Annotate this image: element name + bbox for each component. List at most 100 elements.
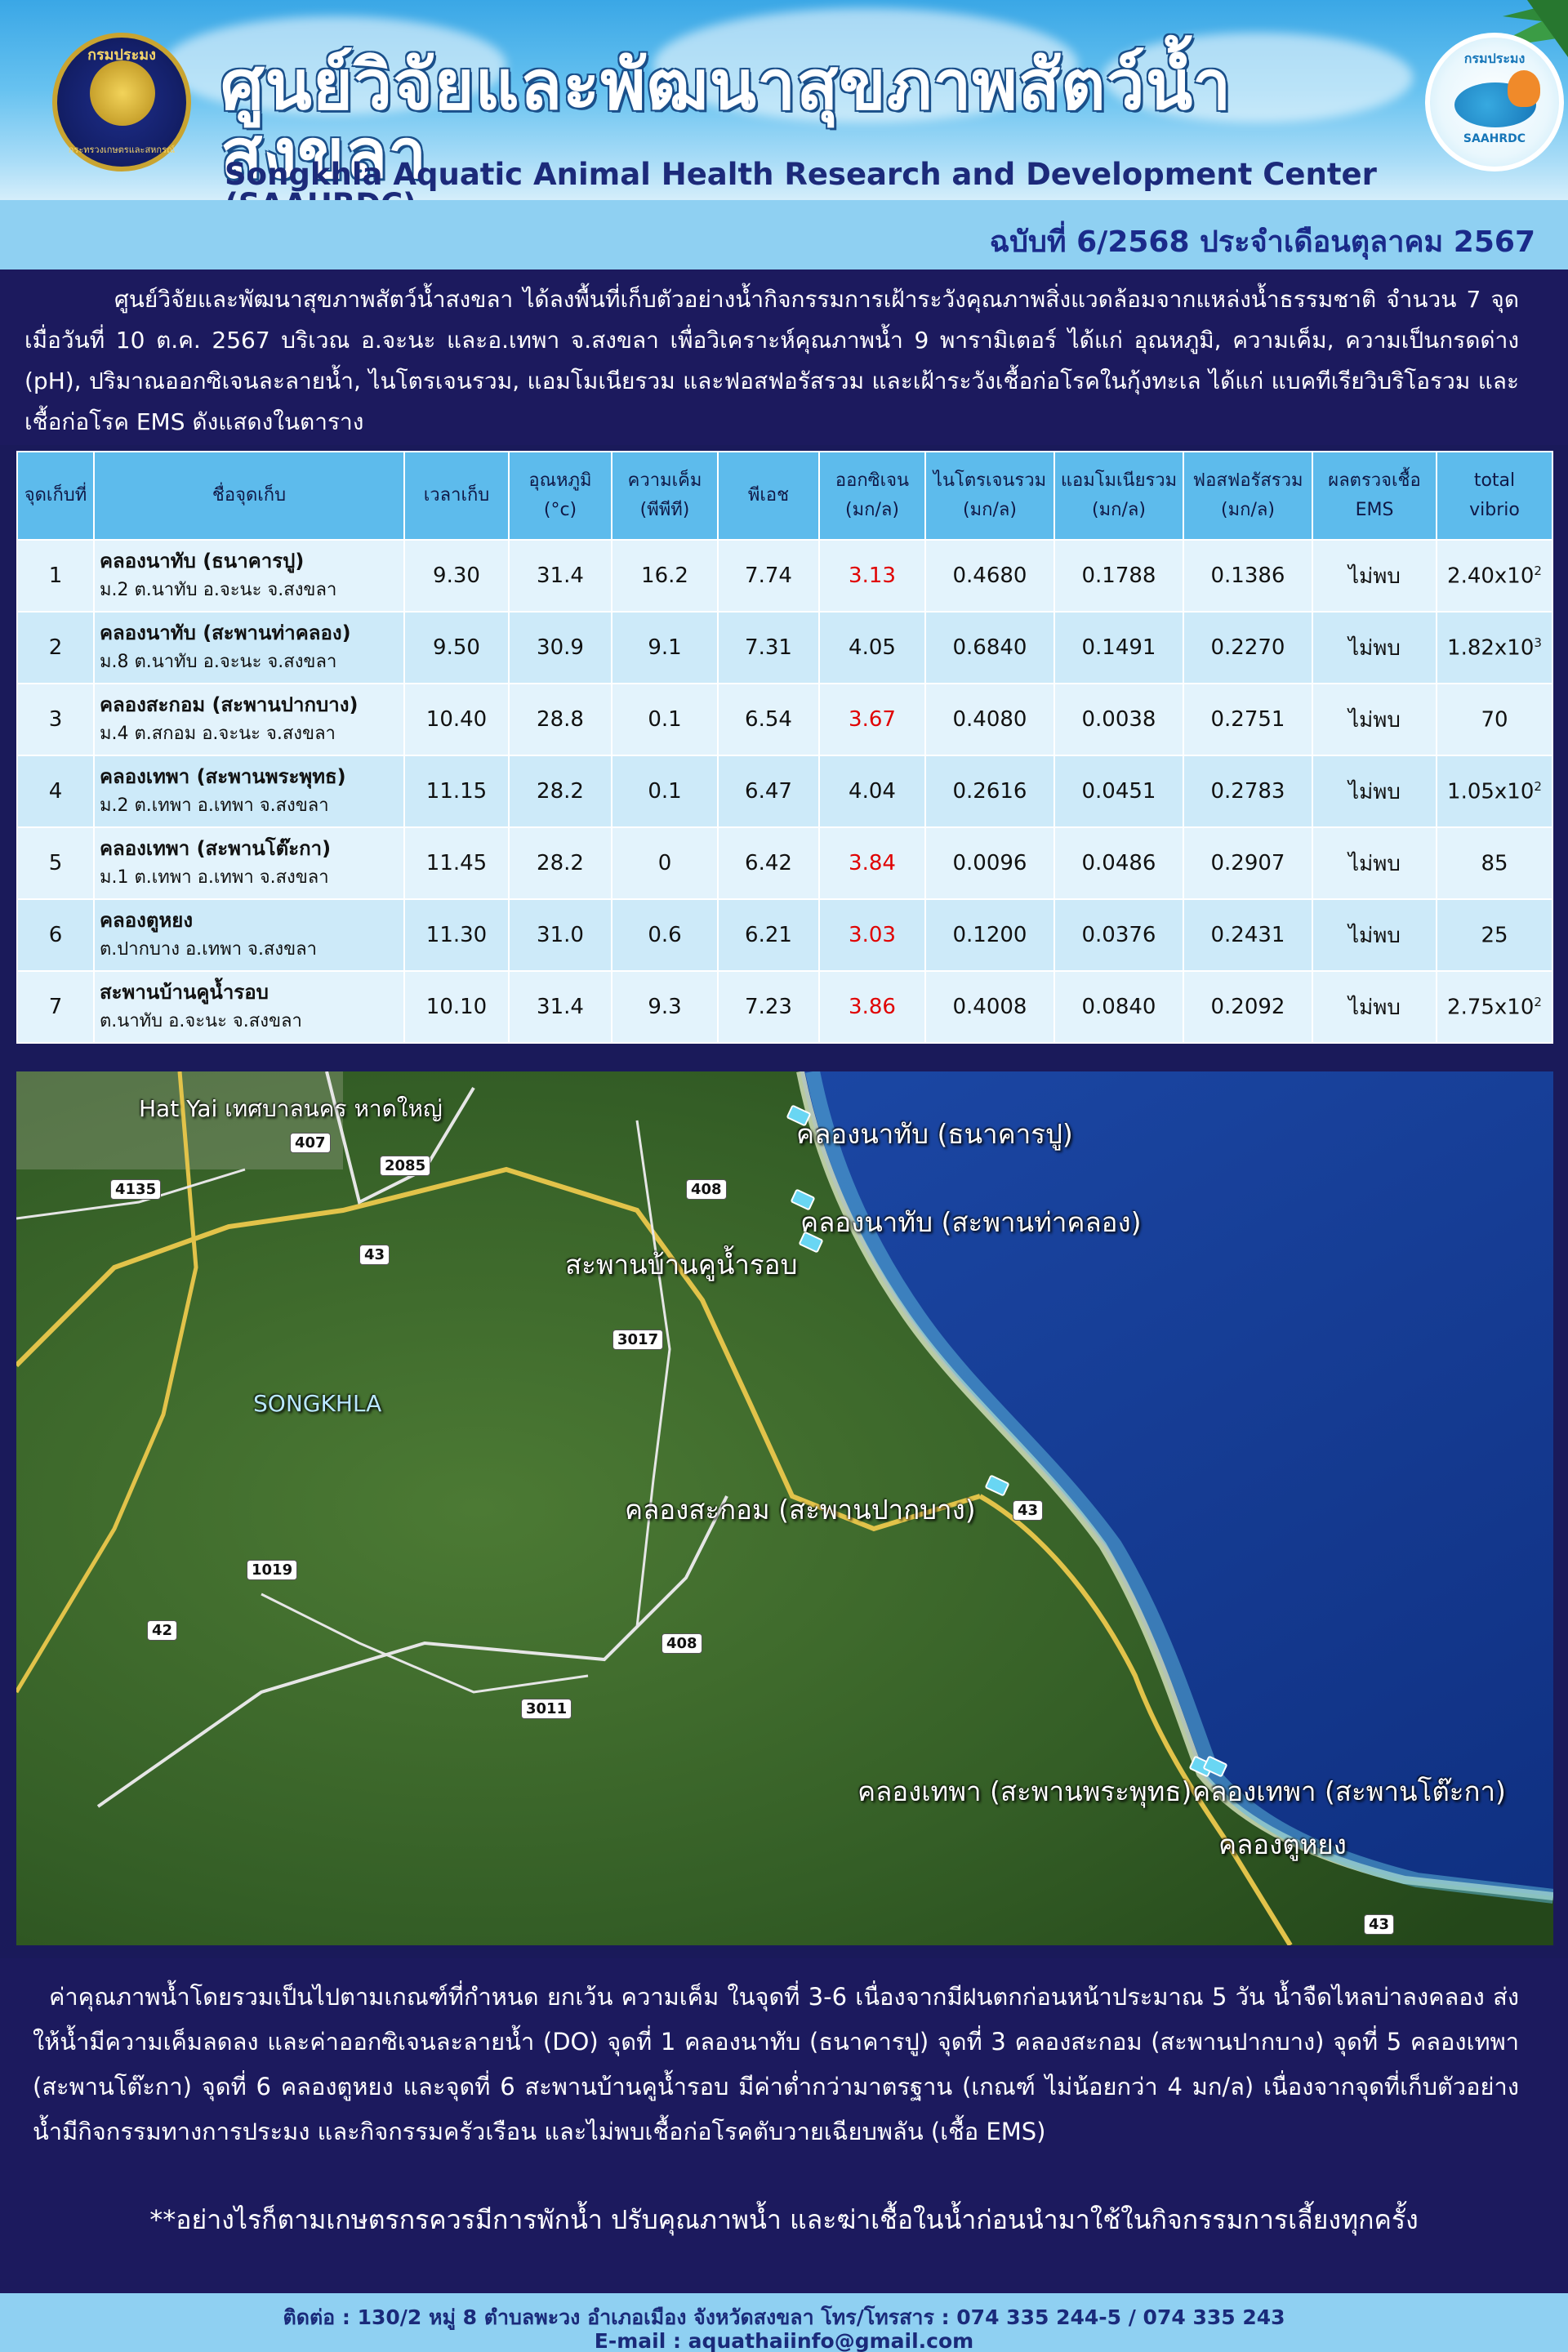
cell-total-phosphorus: 0.2431 xyxy=(1183,898,1313,972)
vibrio-exponent: 2 xyxy=(1534,563,1542,578)
cell-salinity: 0.1 xyxy=(611,683,719,756)
cell-temperature: 28.2 xyxy=(508,826,612,900)
cell-id: 5 xyxy=(16,826,95,900)
road-marker: 43 xyxy=(359,1245,390,1265)
cell-id: 1 xyxy=(16,539,95,612)
road-marker: 42 xyxy=(147,1620,178,1641)
road-marker: 43 xyxy=(1013,1500,1044,1521)
cell-ems: ไม่พบ xyxy=(1312,683,1437,756)
map-label-province: SONGKHLA xyxy=(253,1390,382,1417)
cell-dissolved-oxygen: 4.05 xyxy=(818,611,926,684)
cell-total-vibrio: 2.40x102 xyxy=(1436,539,1553,612)
cell-site-name: คลองสะกอม (สะพานปากบาง) ม.4 ต.สกอม อ.จะนะ… xyxy=(93,683,405,756)
cell-time: 10.40 xyxy=(403,683,510,756)
cell-total-vibrio: 1.05x102 xyxy=(1436,755,1553,828)
cell-total-nitrogen: 0.4008 xyxy=(924,970,1055,1044)
summary-section: ค่าคุณภาพน้ำโดยรวมเป็นไปตามเกณฑ์ที่กำหนด… xyxy=(0,1958,1568,2293)
vibrio-exponent: 2 xyxy=(1534,778,1542,794)
cell-total-vibrio: 2.75x102 xyxy=(1436,970,1553,1044)
cell-temperature: 28.2 xyxy=(508,755,612,828)
cell-total-vibrio: 70 xyxy=(1436,683,1553,756)
header-banner: กรมประมง กระทรวงเกษตรและสหกรณ์ ศูนย์วิจั… xyxy=(0,0,1568,200)
table-row: 5 คลองเทพา (สะพานโต๊ะกา) ม.1 ต.เทพา อ.เทพา… xyxy=(16,826,1553,900)
cell-ph: 6.21 xyxy=(717,898,820,972)
table-row: 6 คลองตูหยง ต.ปากบาง อ.เทพา จ.สงขลา 11.30 31… xyxy=(16,898,1553,972)
map-label-site-4: คลองเทพา (สะพานพระพุทธ) xyxy=(858,1775,1192,1807)
cell-total-ammonia: 0.0486 xyxy=(1054,826,1184,900)
site-location: ม.4 ต.สกอม อ.จะนะ จ.สงขลา xyxy=(100,724,336,744)
cloud-decoration xyxy=(653,8,1078,122)
cell-ems: ไม่พบ xyxy=(1312,611,1437,684)
map-label-site-6: คลองตูหยง xyxy=(1218,1829,1347,1860)
vibrio-value: 2.40x10 xyxy=(1447,564,1535,589)
map-label-site-3: คลองสะกอม (สะพานปากบาง) xyxy=(625,1494,976,1526)
cell-total-phosphorus: 0.2751 xyxy=(1183,683,1313,756)
site-location: ม.8 ต.นาทับ อ.จะนะ จ.สงขลา xyxy=(100,652,337,672)
cell-dissolved-oxygen: 3.13 xyxy=(818,539,926,612)
site-location: ม.1 ต.เทพา อ.เทพา จ.สงขลา xyxy=(100,867,329,888)
center-title-thai: ศูนย์วิจัยและพัฒนาสุขภาพสัตว์น้ำสงขลา xyxy=(220,45,1232,194)
map-label-site-2: คลองนาทับ (สะพานท่าคลอง) xyxy=(800,1206,1142,1238)
cloud-decoration xyxy=(1102,33,1413,122)
cell-total-nitrogen: 0.1200 xyxy=(924,898,1055,972)
header-total-nitrogen: ไนโตรเจนรวม (มก/ล) xyxy=(924,451,1055,541)
logo-right-bottom-text: SAAHRDC xyxy=(1463,132,1526,145)
header-total-ammonia: แอมโมเนียรวม (มก/ล) xyxy=(1054,451,1184,541)
cell-total-ammonia: 0.1788 xyxy=(1054,539,1184,612)
contact-address: ติดต่อ : 130/2 หมู่ 8 ตำบลพะวง อำเภอเมือ… xyxy=(283,2305,1285,2329)
contact-email: E-mail : aquathaiinfo@gmail.com xyxy=(594,2329,974,2352)
cell-salinity: 0.1 xyxy=(611,755,719,828)
cell-time: 11.45 xyxy=(403,826,510,900)
cell-dissolved-oxygen: 3.67 xyxy=(818,683,926,756)
cell-id: 2 xyxy=(16,611,95,684)
cell-ph: 6.47 xyxy=(717,755,820,828)
site-name: คลองนาทับ (สะพานท่าคลอง) xyxy=(100,621,351,644)
cell-salinity: 0 xyxy=(611,826,719,900)
saahrdc-logo: กรมประมง SAAHRDC xyxy=(1425,33,1564,172)
cell-ems: ไม่พบ xyxy=(1312,755,1437,828)
water-quality-table: จุดเก็บที่ ชื่อจุดเก็บ เวลาเก็บ อุณหภูมิ… xyxy=(16,451,1553,1044)
cell-id: 7 xyxy=(16,970,95,1044)
site-name: สะพานบ้านคูน้ำรอบ xyxy=(100,981,269,1004)
cell-total-phosphorus: 0.1386 xyxy=(1183,539,1313,612)
cell-time: 11.15 xyxy=(403,755,510,828)
cell-site-name: คลองนาทับ (สะพานท่าคลอง) ม.8 ต.นาทับ อ.จะ… xyxy=(93,611,405,684)
vibrio-value: 1.05x10 xyxy=(1447,779,1535,804)
department-of-fisheries-logo: กรมประมง กระทรวงเกษตรและสหกรณ์ xyxy=(52,33,191,172)
table-row: 1 คลองนาทับ (ธนาคารปู) ม.2 ต.นาทับ อ.จะนะ … xyxy=(16,539,1553,612)
cell-total-nitrogen: 0.6840 xyxy=(924,611,1055,684)
cell-ph: 7.74 xyxy=(717,539,820,612)
road-marker: 1019 xyxy=(247,1560,298,1580)
cell-dissolved-oxygen: 4.04 xyxy=(818,755,926,828)
farmer-warning: **อย่างไรก็ตามเกษตรกรควรมีการพักน้ำ ปรับ… xyxy=(149,2204,1419,2235)
cell-time: 9.50 xyxy=(403,611,510,684)
cell-total-ammonia: 0.0451 xyxy=(1054,755,1184,828)
road-marker: 43 xyxy=(1364,1914,1395,1935)
cell-total-phosphorus: 0.2092 xyxy=(1183,970,1313,1044)
header-ph: พีเอช xyxy=(717,451,820,541)
cell-site-name: คลองตูหยง ต.ปากบาง อ.เทพา จ.สงขลา xyxy=(93,898,405,972)
vibrio-value: 85 xyxy=(1481,851,1508,876)
cell-total-phosphorus: 0.2907 xyxy=(1183,826,1313,900)
cell-ems: ไม่พบ xyxy=(1312,539,1437,612)
road-marker: 2085 xyxy=(380,1156,431,1176)
cell-total-nitrogen: 0.4680 xyxy=(924,539,1055,612)
cell-dissolved-oxygen: 3.84 xyxy=(818,826,926,900)
cell-ems: ไม่พบ xyxy=(1312,898,1437,972)
table-row: 3 คลองสะกอม (สะพานปากบาง) ม.4 ต.สกอม อ.จะน… xyxy=(16,683,1553,756)
cell-total-ammonia: 0.0840 xyxy=(1054,970,1184,1044)
road-marker: 3017 xyxy=(612,1330,664,1350)
road-marker: 408 xyxy=(662,1633,702,1654)
cell-total-nitrogen: 0.2616 xyxy=(924,755,1055,828)
header-id: จุดเก็บที่ xyxy=(16,451,95,541)
header-dissolved-oxygen: ออกซิเจน (มก/ล) xyxy=(818,451,926,541)
header-salinity: ความเค็ม (พีพีที) xyxy=(611,451,719,541)
cell-ems: ไม่พบ xyxy=(1312,826,1437,900)
table-row: 4 คลองเทพา (สะพานพระพุทธ) ม.2 ต.เทพา อ.เทพ… xyxy=(16,755,1553,828)
cell-time: 9.30 xyxy=(403,539,510,612)
cell-total-ammonia: 0.0376 xyxy=(1054,898,1184,972)
cell-time: 10.10 xyxy=(403,970,510,1044)
vibrio-exponent: 2 xyxy=(1534,994,1542,1009)
road-marker: 407 xyxy=(290,1133,331,1153)
